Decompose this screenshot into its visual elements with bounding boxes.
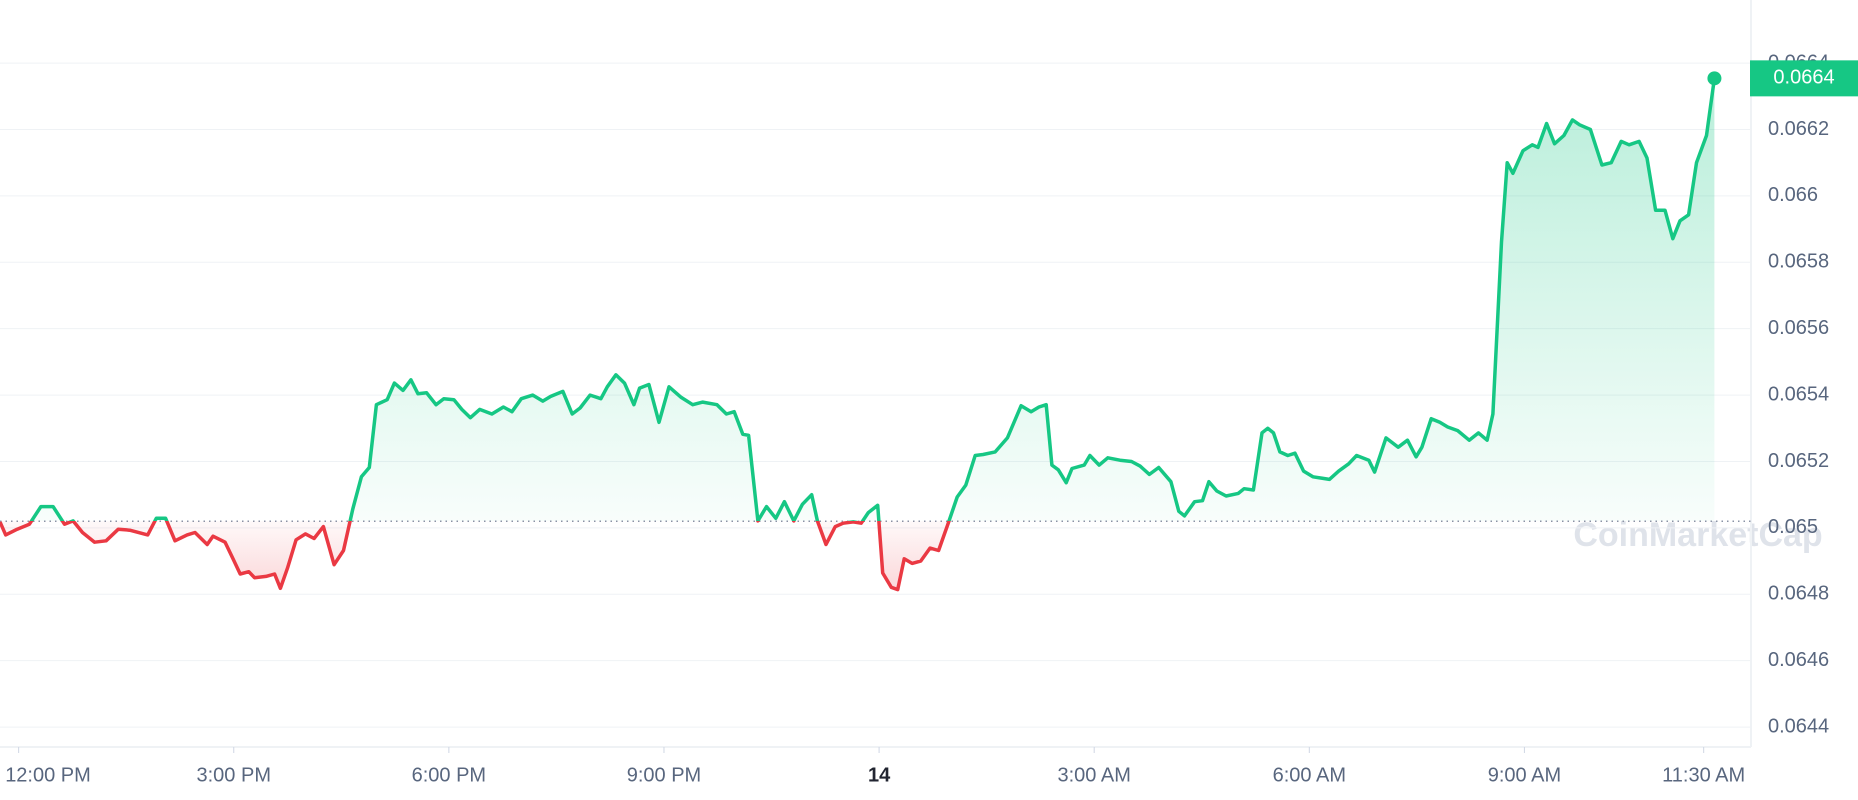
area <box>0 78 1715 590</box>
y-tick-label: 0.0646 <box>1768 649 1829 671</box>
watermark: CoinMarketCap <box>1573 516 1822 554</box>
price-tag-label: 0.0664 <box>1773 67 1834 89</box>
x-tick-label: 6:00 AM <box>1273 764 1346 786</box>
x-tick-label: 14 <box>868 764 891 786</box>
x-tick-label: 12:00 PM <box>5 764 91 786</box>
y-tick-label: 0.0652 <box>1768 450 1829 472</box>
x-tick-label: 9:00 AM <box>1488 764 1561 786</box>
x-tick-label: 3:00 AM <box>1058 764 1131 786</box>
y-tick-label: 0.066 <box>1768 184 1818 206</box>
price-tag <box>1750 60 1858 97</box>
y-tick-label: 0.0656 <box>1768 317 1829 339</box>
y-tick-label: 0.0662 <box>1768 118 1829 140</box>
price-line <box>0 78 1717 592</box>
y-tick-label: 0.065 <box>1768 516 1818 538</box>
y-tick-label: 0.0648 <box>1768 583 1829 605</box>
x-tick-label: 9:00 PM <box>627 764 701 786</box>
last-point <box>1707 71 1722 86</box>
x-tick-label: 11:30 AM <box>1662 764 1745 786</box>
x-tick-label: 3:00 PM <box>197 764 271 786</box>
y-tick-label: 0.0644 <box>1768 715 1829 737</box>
y-tick-label: 0.0654 <box>1768 383 1829 405</box>
y-tick-label: 0.0658 <box>1768 251 1829 273</box>
x-tick-label: 6:00 PM <box>412 764 486 786</box>
